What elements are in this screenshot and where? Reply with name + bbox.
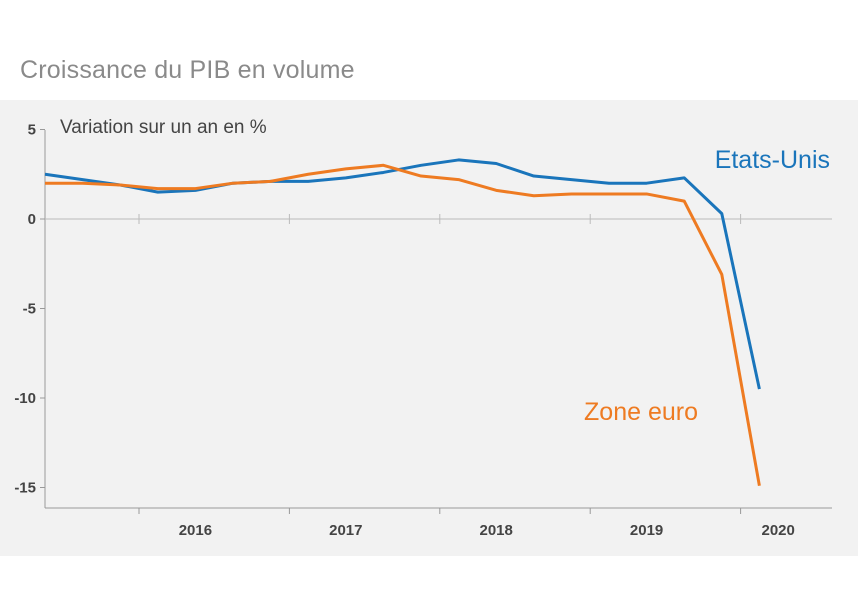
y-tick-label: -5 [23, 301, 36, 318]
labels-group: 5 0 -5 -10 -15 2016 2017 2018 2019 2020 Variation … [14, 117, 830, 539]
series-line-etats-unis [44, 158, 761, 390]
series-label-zone-euro: Zone euro [584, 398, 698, 426]
y-tick-label: -15 [14, 480, 36, 497]
y-tick-label: 5 [28, 122, 36, 139]
x-tick-label: 2018 [480, 522, 513, 539]
y-axis-label: Variation sur un an en % [60, 117, 267, 138]
chart-title: Croissance du PIB en volume [20, 56, 355, 84]
x-tick-label: 2020 [762, 522, 795, 539]
axes-group [40, 129, 832, 514]
series-label-etats-unis: Etats-Unis [715, 146, 830, 174]
x-tick-label: 2019 [630, 522, 663, 539]
x-tick-label: 2016 [179, 522, 212, 539]
x-tick-label: 2017 [329, 522, 362, 539]
series-lines [44, 158, 761, 486]
y-tick-label: 0 [28, 211, 36, 228]
y-tick-label: -10 [14, 390, 36, 407]
series-line-zone-euro [45, 163, 761, 486]
